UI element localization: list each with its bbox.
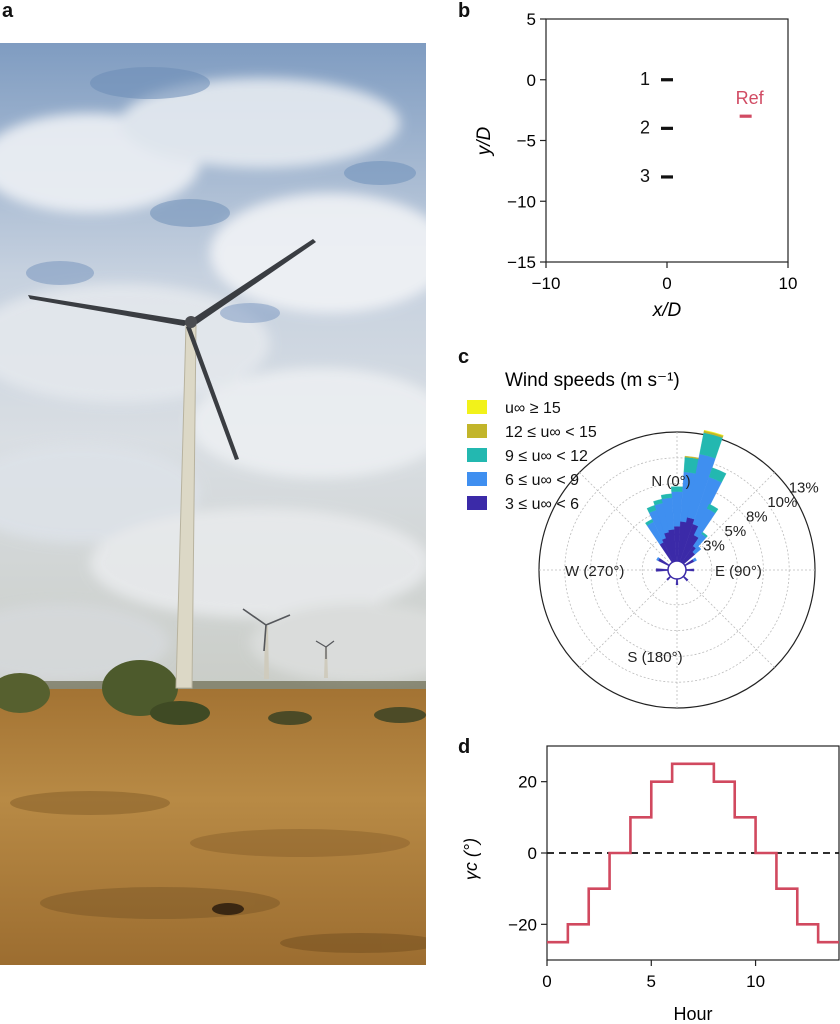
direction-label: N (0°) (651, 473, 690, 490)
turbine-label-1: 1 (640, 69, 650, 89)
rose-grid-spoke (579, 472, 678, 571)
x-axis-label: x/D (652, 300, 682, 321)
shrubs (0, 660, 426, 725)
rose-sector-bar (692, 545, 702, 555)
plot-frame (545, 18, 789, 263)
panel-letter-a: a (2, 0, 14, 22)
y-tick-label: −5 (517, 132, 536, 151)
y-tick-label: 5 (527, 10, 536, 29)
rose-sector-bar (685, 568, 695, 572)
y-tick-label: 0 (527, 71, 536, 90)
x-axis-label: Hour (673, 1004, 712, 1024)
y-tick-label: −15 (507, 253, 536, 272)
x-tick-label: 10 (746, 972, 765, 991)
y-axis-label: γc (°) (461, 838, 481, 880)
wind-turbine-photo (0, 43, 426, 965)
radial-label: 3% (703, 537, 725, 554)
legend-swatch (467, 496, 487, 510)
rose-sector-bar (708, 467, 727, 483)
x-tick-label: 0 (662, 274, 671, 293)
ground-object (212, 903, 244, 915)
main-turbine (28, 239, 316, 689)
y-tick-label: −20 (508, 915, 537, 934)
x-tick-label: 5 (647, 972, 656, 991)
wind-rose-plot: Wind speeds (m s⁻¹) N (0°) E (90°) S (180°… (467, 370, 819, 709)
ground (0, 689, 426, 965)
y-tick-label: 20 (518, 773, 537, 792)
turbine-layout-plot: −10 0 10 5 0 −5 −10 −15 1 2 3 Ref x/D y/D (474, 10, 798, 321)
turbine-label-2: 2 (640, 117, 650, 137)
legend-title: Wind speeds (m s⁻¹) (505, 370, 680, 391)
y-tick-label: −10 (507, 192, 536, 211)
radial-label: 10% (767, 494, 797, 511)
rose-grid-spoke (676, 569, 775, 668)
rose-grid-ring (641, 534, 713, 606)
rose-sector-bar (656, 556, 660, 562)
rose-sector-bar (703, 429, 724, 436)
rose-grid-spoke (579, 569, 678, 668)
radial-label: 13% (789, 480, 819, 497)
legend-swatch (467, 400, 487, 414)
rose-sector-bar (660, 493, 673, 500)
distant-turbine (242, 608, 291, 679)
rose-sector-bar (692, 557, 697, 562)
legend-swatch (467, 424, 487, 438)
panel-letter-d: d (458, 736, 471, 758)
legend-label: 6 ≤ u∞ < 9 (505, 472, 579, 489)
rose-sector-bar (706, 503, 719, 514)
legend-label: u∞ ≥ 15 (505, 400, 561, 417)
yaw-angle-plot: 0 5 10 20 0 −20 Hour γc (°) (461, 745, 840, 1024)
rose-grid-spoke (676, 472, 775, 571)
cloud-gaps (26, 67, 416, 323)
turbine-label-ref: Ref (736, 88, 765, 108)
legend-swatch (467, 448, 487, 462)
direction-label: S (180°) (627, 649, 682, 666)
distant-turbine (315, 640, 335, 678)
panel-letter-b: b (458, 0, 471, 22)
y-tick-label: 0 (528, 844, 537, 863)
turbine-label-3: 3 (640, 166, 650, 186)
horizon (0, 681, 426, 691)
panel-letter-c: c (458, 346, 470, 368)
rose-center (667, 560, 687, 580)
radial-label: 5% (725, 523, 747, 540)
yaw-angle-step-line (547, 762, 839, 944)
rose-sector-bar (675, 578, 679, 586)
rose-sector-bar (701, 531, 708, 538)
radial-label: 8% (746, 508, 768, 525)
rose-grid-ring (590, 483, 764, 657)
x-tick-label: 0 (542, 972, 551, 991)
ground-texture (10, 791, 426, 953)
direction-label: W (270°) (565, 563, 624, 580)
x-tick-label: −10 (532, 274, 561, 293)
legend-swatch (467, 472, 487, 486)
legend-label: 3 ≤ u∞ < 6 (505, 496, 579, 513)
direction-label: E (90°) (715, 563, 762, 580)
y-axis-label: y/D (474, 126, 495, 157)
x-tick-label: 10 (779, 274, 798, 293)
legend-label: 9 ≤ u∞ < 12 (505, 448, 588, 465)
legend-label: 12 ≤ u∞ < 15 (505, 424, 597, 441)
